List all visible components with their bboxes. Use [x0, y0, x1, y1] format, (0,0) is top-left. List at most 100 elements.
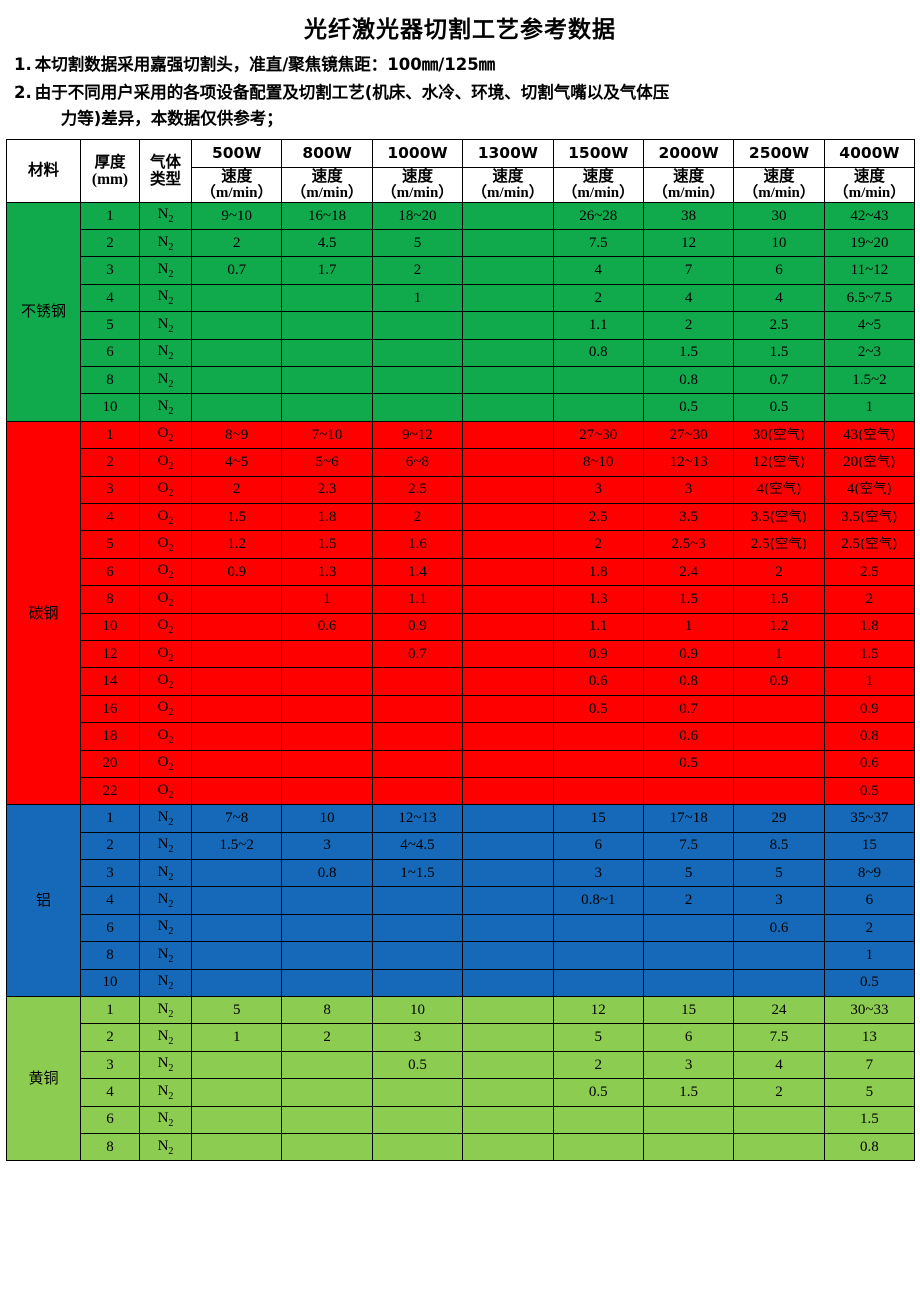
- speed-cell-4000w: 5: [823, 1078, 916, 1107]
- thickness-cell: 4: [80, 1078, 140, 1107]
- speed-cell-500w: [190, 1078, 283, 1107]
- speed-cell-1500w: 1.3: [552, 585, 644, 614]
- speed-cell-2000w: [642, 776, 735, 806]
- speed-cell-2500w: 4(空气): [733, 475, 825, 505]
- speed-cell-1000w: [371, 1132, 464, 1162]
- speed-cell-1500w: 2: [552, 530, 644, 559]
- speed-cell-2000w: 1.5: [642, 585, 735, 614]
- speed-cell-2500w: [733, 749, 825, 778]
- speed-cell-1000w: [371, 1078, 464, 1107]
- speed-cell-500w: 1.5: [190, 502, 283, 532]
- page-title: 光纤激光器切割工艺参考数据: [304, 17, 616, 43]
- gas-type-cell: O2: [139, 448, 192, 477]
- notes-block: 1. 本切割数据采用嘉强切割头，准直/聚焦镜焦距：100㎜/125㎜ 2. 由于…: [0, 52, 920, 133]
- thickness-cell: 3: [80, 1050, 140, 1080]
- speed-cell-1300w: [462, 229, 554, 258]
- speed-cell-1300w: [462, 941, 554, 970]
- gas-type-cell: N2: [139, 804, 192, 833]
- thickness-cell: 1: [80, 201, 140, 231]
- speed-cell-2500w: 3.5(空气): [733, 502, 825, 532]
- speed-cell-800w: 0.8: [281, 859, 373, 888]
- thickness-cell: 1: [80, 804, 140, 833]
- table-row: 黄铜 1 N2 5 8 10 12 15 24 30~33: [6, 996, 916, 1162]
- speed-cell-2500w: 2.5: [733, 311, 825, 340]
- speed-cell-500w: [190, 968, 283, 998]
- speed-cell-1000w: 0.7: [371, 639, 464, 669]
- speed-cell-4000w: 0.6: [823, 749, 916, 778]
- speed-cell-1300w: [462, 311, 554, 340]
- speed-cell-2500w: [733, 1105, 825, 1134]
- speed-cell-1000w: 1.4: [371, 557, 464, 587]
- speed-cell-1000w: [371, 338, 464, 368]
- speed-cell-2000w: 0.5: [642, 749, 735, 778]
- table-row: 22 O2 0.5: [7, 776, 916, 806]
- speed-cell-2000w: 1.5: [642, 1078, 735, 1107]
- speed-cell-1300w: [462, 886, 554, 915]
- table-row: 10 O2 0.6 0.9 1.1 1 1.2 1.8: [7, 612, 916, 641]
- speed-cell-800w: [281, 1050, 373, 1080]
- speed-cell-1300w: [462, 749, 554, 778]
- speed-cell-4000w: 30~33: [823, 996, 916, 1025]
- speed-cell-1000w: 2: [371, 256, 464, 285]
- speed-cell-800w: [281, 968, 373, 998]
- speed-cell-2500w: 2.5(空气): [733, 530, 825, 559]
- speed-cell-4000w: 2~3: [823, 338, 916, 368]
- speed-cell-500w: 2: [190, 475, 283, 505]
- speed-cell-1500w: [552, 393, 644, 422]
- table-row: 20 O2 0.5 0.6: [7, 749, 916, 778]
- gas-type-cell: O2: [139, 776, 192, 806]
- speed-cell-4000w: 15: [823, 831, 916, 861]
- speed-cell-800w: 8: [281, 996, 373, 1025]
- table-row: 2 O2 4~5 5~6 6~8 8~10 12~13 12(空气) 20(空气): [7, 448, 916, 477]
- speed-cell-1300w: [462, 804, 554, 833]
- speed-cell-1000w: 1.1: [371, 585, 464, 614]
- table-row: 10 N2 0.5: [7, 968, 916, 998]
- speed-unit: （m/min）: [562, 184, 635, 201]
- speed-cell-2500w: 1: [733, 639, 825, 669]
- speed-cell-1300w: [462, 256, 554, 285]
- speed-cell-1300w: [462, 1105, 554, 1134]
- speed-cell-2000w: 12~13: [642, 448, 735, 477]
- speed-cell-1300w: [462, 475, 554, 505]
- speed-cell-2000w: 17~18: [642, 804, 735, 833]
- speed-label: 速度: [673, 167, 705, 185]
- speed-cell-1000w: [371, 694, 464, 724]
- gas-type-cell: N2: [139, 913, 192, 943]
- speed-cell-2500w: 0.5: [733, 393, 825, 422]
- speed-cell-800w: [281, 776, 373, 806]
- speed-label: 速度: [492, 167, 524, 185]
- speed-cell-2500w: 4: [733, 1050, 825, 1080]
- table-row: 6 N2 0.8 1.5 1.5 2~3: [7, 338, 916, 368]
- speed-cell-800w: [281, 913, 373, 943]
- thickness-cell: 22: [80, 776, 140, 806]
- speed-cell-1000w: [371, 667, 464, 696]
- speed-cell-2000w: 7.5: [642, 831, 735, 861]
- speed-cell-2500w: 0.9: [733, 667, 825, 696]
- speed-cell-2500w: 1.2: [733, 612, 825, 641]
- thickness-cell: 6: [80, 913, 140, 943]
- speed-cell-500w: [190, 859, 283, 888]
- speed-unit: （m/min）: [652, 184, 725, 201]
- speed-cell-1000w: 4~4.5: [371, 831, 464, 861]
- table-row: 2 N2 1.5~2 3 4~4.5 6 7.5 8.5 15: [7, 831, 916, 861]
- speed-cell-1300w: [462, 913, 554, 943]
- speed-cell-800w: 1.5: [281, 530, 373, 559]
- speed-cell-800w: 4.5: [281, 229, 373, 258]
- speed-cell-1500w: [552, 1105, 644, 1134]
- speed-cell-1000w: 3: [371, 1023, 464, 1052]
- gas-type-cell: N2: [139, 1105, 192, 1134]
- speed-cell-1300w: [462, 502, 554, 532]
- speed-cell-4000w: 42~43: [823, 201, 916, 231]
- speed-cell-4000w: 1.8: [823, 612, 916, 641]
- speed-cell-1500w: 0.9: [552, 639, 644, 669]
- speed-cell-1000w: 2.5: [371, 475, 464, 505]
- thickness-cell: 10: [80, 968, 140, 998]
- material-cell: 黄铜: [6, 996, 81, 1162]
- speed-cell-1300w: [462, 831, 554, 861]
- speed-cell-800w: 0.6: [281, 612, 373, 641]
- speed-cell-800w: 1.8: [281, 502, 373, 532]
- speed-cell-1500w: 1.1: [552, 612, 644, 641]
- speed-cell-4000w: 6.5~7.5: [823, 283, 916, 313]
- table-row: 8 N2 0.8: [7, 1132, 916, 1162]
- speed-cell-800w: [281, 667, 373, 696]
